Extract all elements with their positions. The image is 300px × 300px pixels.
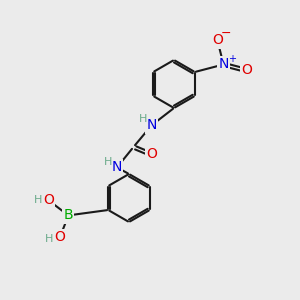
Text: N: N — [218, 58, 229, 71]
Text: O: O — [55, 230, 65, 244]
Text: O: O — [241, 64, 252, 77]
Text: H: H — [34, 195, 42, 205]
Text: H: H — [45, 233, 54, 244]
Text: O: O — [146, 148, 157, 161]
Text: −: − — [221, 27, 231, 40]
Text: N: N — [112, 160, 122, 174]
Text: +: + — [228, 54, 236, 64]
Text: O: O — [212, 34, 223, 47]
Text: B: B — [64, 208, 73, 222]
Text: H: H — [139, 114, 147, 124]
Text: H: H — [104, 157, 112, 167]
Text: O: O — [43, 194, 54, 207]
Text: N: N — [146, 118, 157, 132]
